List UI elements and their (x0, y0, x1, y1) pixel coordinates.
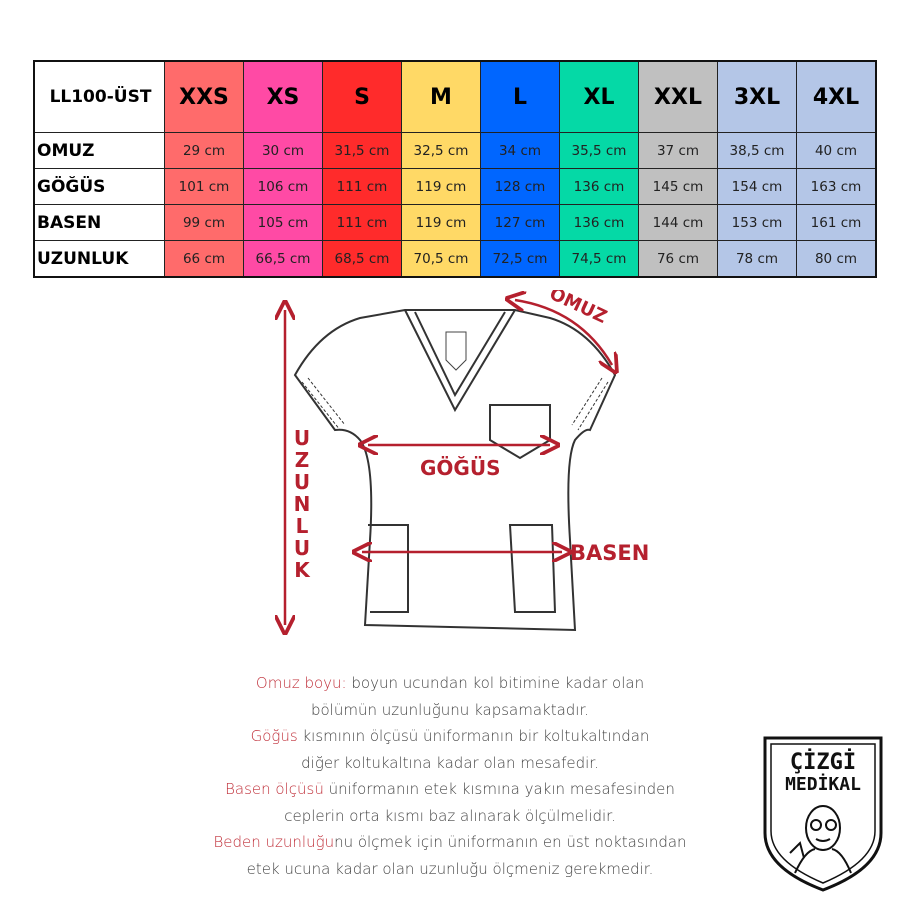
table-row: OMUZ 29 cm 30 cm 31,5 cm 32,5 cm 34 cm 35,5 cm… (33, 132, 877, 169)
description-text: nu ölçmek için üniformanın en üst noktas… (334, 833, 687, 851)
measurement-cell: 68,5 cm (322, 240, 402, 278)
row-label: OMUZ (33, 132, 165, 169)
size-header-xxs: XXS (164, 60, 244, 133)
size-header-m: M (401, 60, 481, 133)
description-text: boyun ucundan kol bitimine kadar olan (346, 674, 645, 692)
description-line: Beden uzunluğunu ölçmek için üniformanın… (190, 829, 710, 856)
measurement-cell: 145 cm (638, 168, 718, 205)
row-label: BASEN (33, 204, 165, 241)
measurement-cell: 72,5 cm (480, 240, 560, 278)
measurement-cell: 35,5 cm (559, 132, 639, 169)
measurement-cell: 76 cm (638, 240, 718, 278)
size-header-xs: XS (243, 60, 323, 133)
table-row: BASEN 99 cm 105 cm 111 cm 119 cm 127 cm 136 cm… (33, 204, 877, 241)
row-label: UZUNLUK (33, 240, 165, 278)
measurement-cell: 34 cm (480, 132, 560, 169)
measurement-cell: 31,5 cm (322, 132, 402, 169)
measurement-cell: 111 cm (322, 204, 402, 241)
measurement-cell: 29 cm (164, 132, 244, 169)
measurement-cell: 144 cm (638, 204, 718, 241)
measurement-cell: 38,5 cm (717, 132, 797, 169)
measurement-cell: 40 cm (796, 132, 877, 169)
gogus-label: GÖĞÜS (420, 456, 500, 480)
logo-on-collar (445, 331, 467, 371)
svg-text:ÇİZGİ: ÇİZGİ (790, 749, 856, 775)
measurement-cell: 136 cm (559, 168, 639, 205)
description-term: Beden uzunluğu (213, 833, 335, 851)
description-text: üniformanın etek kısmına yakın mesafesin… (323, 780, 675, 798)
measurement-cell: 136 cm (559, 204, 639, 241)
size-header-xxl: XXL (638, 60, 718, 133)
measurement-cell: 66,5 cm (243, 240, 323, 278)
doctor-face-icon (789, 805, 852, 874)
description-text: bölümün uzunluğunu kapsamaktadır. (310, 700, 590, 719)
size-header-4xl: 4XL (796, 60, 877, 133)
measurement-cell: 161 cm (796, 204, 877, 241)
basen-label: BASEN (570, 541, 649, 565)
svg-text:MEDİKAL: MEDİKAL (785, 773, 861, 795)
description-term: Omuz boyu: (255, 674, 347, 692)
table-row: GÖĞÜS 101 cm 106 cm 111 cm 119 cm 128 cm 136 c… (33, 168, 877, 205)
measurement-descriptions: Omuz boyu: boyun ucundan kol bitimine ka… (190, 670, 710, 882)
measurement-cell: 37 cm (638, 132, 718, 169)
measurement-cell: 78 cm (717, 240, 797, 278)
measurement-cell: 66 cm (164, 240, 244, 278)
description-line: Göğüs kısmının ölçüsü üniformanın bir ko… (190, 723, 710, 750)
description-text: kısmının ölçüsü üniformanın bir koltukal… (297, 727, 650, 745)
measurement-cell: 80 cm (796, 240, 877, 278)
measurement-cell: 106 cm (243, 168, 323, 205)
cizgi-medikal-logo: ÇİZGİ MEDİKAL (763, 736, 883, 892)
measurement-cell: 128 cm (480, 168, 560, 205)
measurement-cell: 111 cm (322, 168, 402, 205)
description-line: Basen ölçüsü üniformanın etek kısmına ya… (190, 776, 710, 803)
measurement-cell: 99 cm (164, 204, 244, 241)
product-code: LL100-ÜST (33, 60, 165, 133)
size-header-s: S (322, 60, 402, 133)
measurement-cell: 101 cm (164, 168, 244, 205)
measurement-cell: 105 cm (243, 204, 323, 241)
omuz-label: OMUZ (546, 290, 610, 328)
size-header-3xl: 3XL (717, 60, 797, 133)
measurement-cell: 127 cm (480, 204, 560, 241)
measurement-cell: 119 cm (401, 168, 481, 205)
description-line: ceplerin orta kısmı baz alınarak ölçülme… (190, 803, 710, 830)
description-line: diğer koltukaltına kadar olan mesafedir. (190, 750, 710, 777)
row-label: GÖĞÜS (33, 168, 165, 205)
description-term: Göğüs (250, 727, 298, 745)
omuz-arrow (515, 300, 612, 365)
description-text: diğer koltukaltına kadar olan mesafedir. (301, 753, 599, 772)
size-chart-table: LL100-ÜST XXS XS S M L XL XXL 3XL 4XL OMUZ 29 cm 30 … (33, 60, 877, 278)
description-line: etek ucuna kadar olan uzunluğu ölçmeniz … (190, 856, 710, 883)
description-line: Omuz boyu: boyun ucundan kol bitimine ka… (190, 670, 710, 697)
measurement-cell: 163 cm (796, 168, 877, 205)
measurement-cell: 74,5 cm (559, 240, 639, 278)
measurement-cell: 70,5 cm (401, 240, 481, 278)
measurement-cell: 154 cm (717, 168, 797, 205)
description-text: etek ucuna kadar olan uzunluğu ölçmeniz … (246, 859, 654, 878)
measurement-cell: 153 cm (717, 204, 797, 241)
description-line: bölümün uzunluğunu kapsamaktadır. (190, 697, 710, 724)
measurement-cell: 32,5 cm (401, 132, 481, 169)
description-term: Basen ölçüsü (225, 780, 324, 798)
size-header-row: LL100-ÜST XXS XS S M L XL XXL 3XL 4XL (33, 60, 877, 133)
measurement-cell: 119 cm (401, 204, 481, 241)
size-header-xl: XL (559, 60, 639, 133)
measurement-cell: 30 cm (243, 132, 323, 169)
description-text: ceplerin orta kısmı baz alınarak ölçülme… (284, 806, 616, 825)
size-header-l: L (480, 60, 560, 133)
table-row: UZUNLUK 66 cm 66,5 cm 68,5 cm 70,5 cm 72,5 cm… (33, 240, 877, 278)
